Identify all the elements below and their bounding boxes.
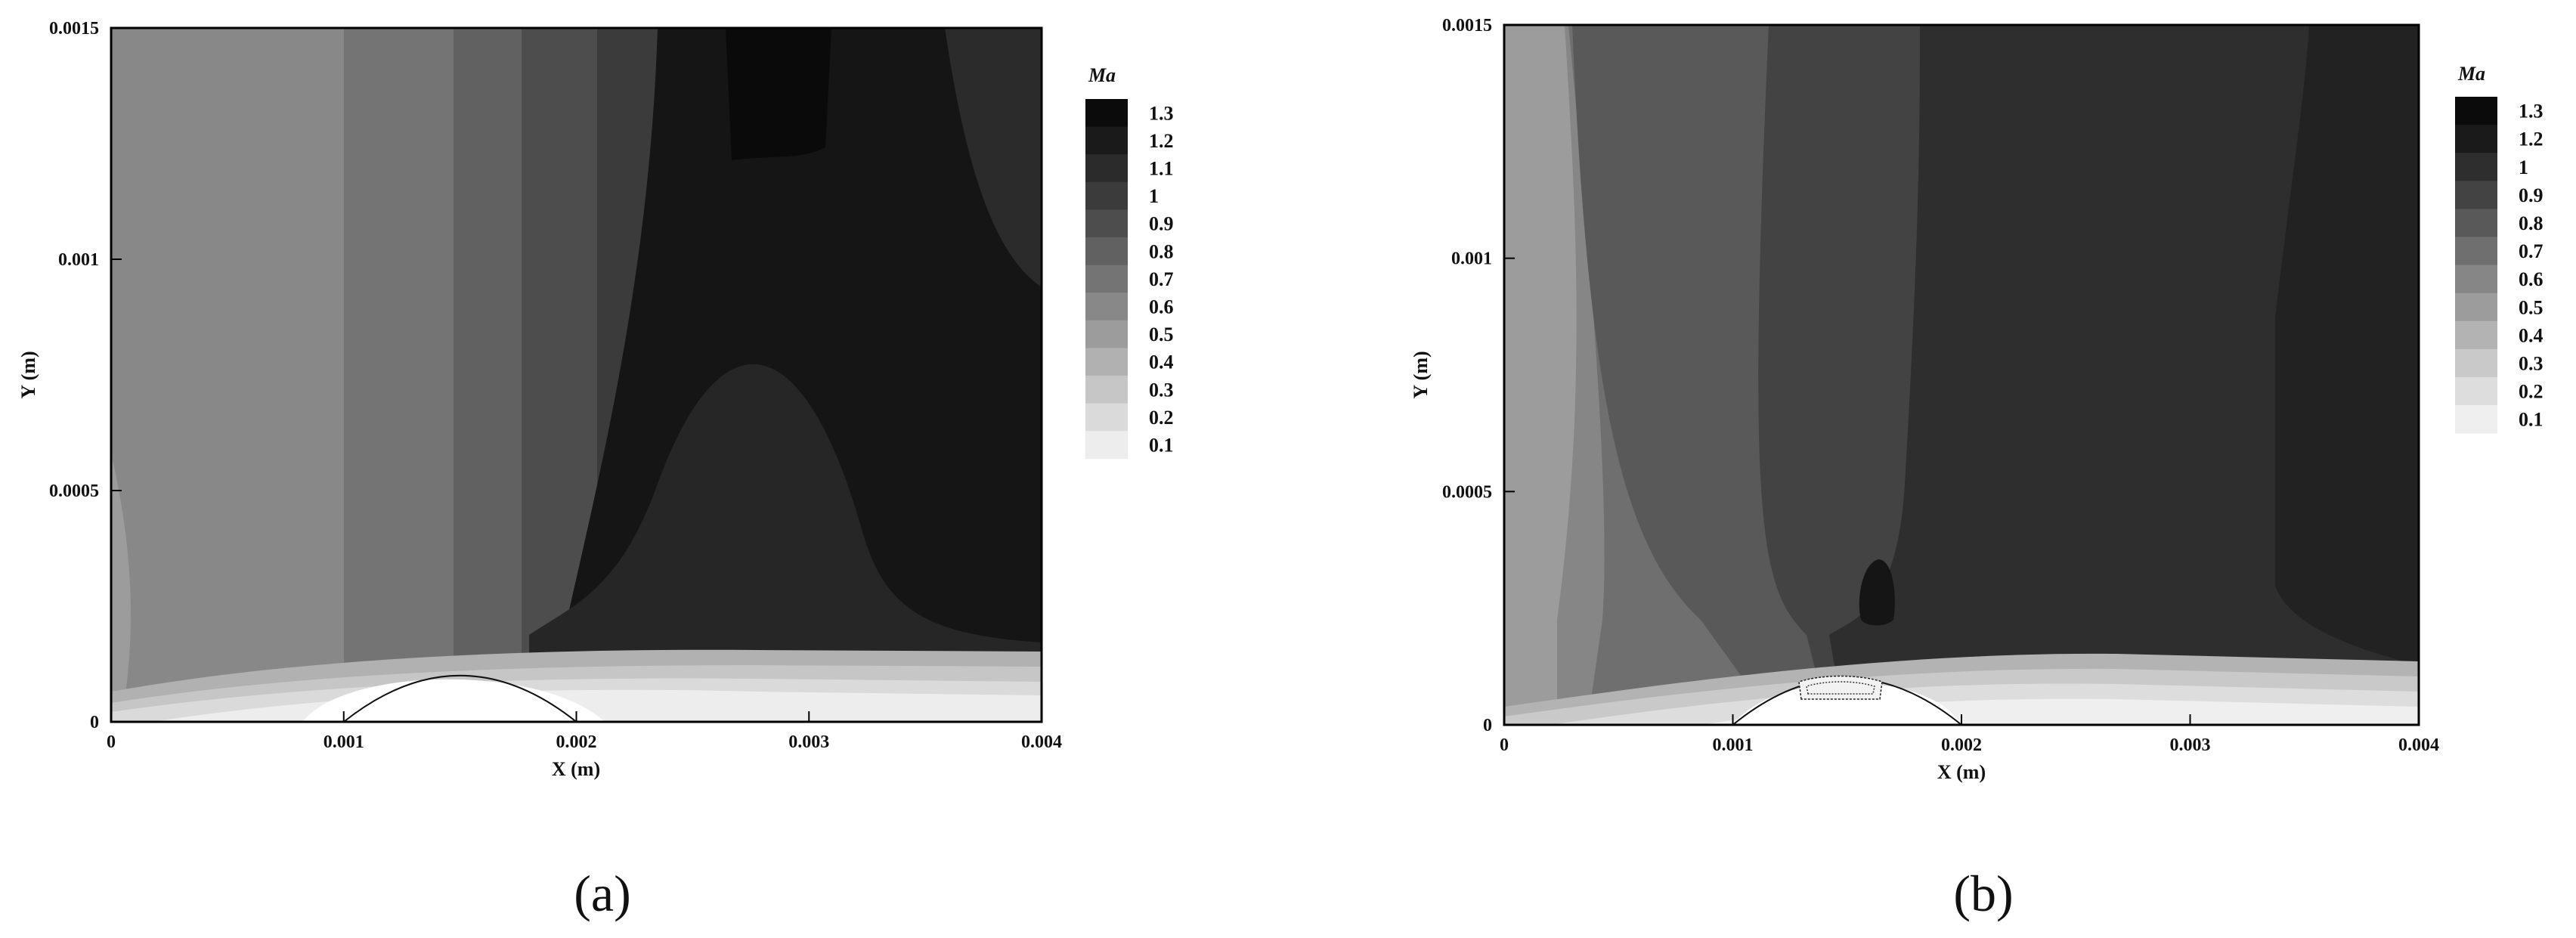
legend-swatch <box>2455 125 2497 153</box>
legend-label: 0.9 <box>2519 184 2543 206</box>
contour-band-a-bump <box>302 679 605 722</box>
legend-label: 0.9 <box>1149 213 1174 235</box>
caption-a: (a) <box>574 865 630 922</box>
y-tick-label: 0.0015 <box>1442 16 1492 36</box>
x-tick-label: 0 <box>1500 735 1509 755</box>
y-tick-label: 0.001 <box>58 250 99 270</box>
legend-label: 0.2 <box>1149 407 1174 429</box>
legend-swatch <box>1085 376 1128 404</box>
x-tick-label: 0.004 <box>1021 732 1062 752</box>
legend-swatch <box>1085 403 1128 432</box>
legend-label: 0.8 <box>1149 240 1174 262</box>
x-tick-label: 0.003 <box>788 732 829 752</box>
embedded-structure-outline <box>1798 675 1883 700</box>
legend-label: 1 <box>2519 156 2528 178</box>
legend-swatch <box>2455 97 2497 125</box>
caption-b: (b) <box>1953 865 2013 922</box>
x-axis-label-b: X (m) <box>1937 761 1986 783</box>
contour-band-b-bump <box>1732 683 1961 725</box>
legend-label: 0.6 <box>1149 296 1174 318</box>
contour-region-b-12-right <box>2275 25 2419 665</box>
x-tick-label: 0.002 <box>556 732 597 752</box>
legend-a: Ma 1.3 1.2 1.1 1 0.9 0.8 0.7 0.6 0.5 0.4 0.3 0.2 0.1 <box>1085 64 1174 460</box>
contour-band-b-10 <box>1829 25 2419 725</box>
contour-region-a-05-left <box>111 454 131 722</box>
contour-field-b <box>1504 25 2419 725</box>
legend-title: Ma <box>2457 63 2485 85</box>
legend-swatch <box>2455 153 2497 181</box>
x-axis-label-a: X (m) <box>552 758 600 780</box>
contour-field-a <box>111 28 1042 722</box>
legend-swatch <box>1085 126 1128 155</box>
contour-region-a-11-mound <box>529 364 1042 722</box>
x-tick-label: 0 <box>107 732 116 752</box>
legend-swatch <box>2455 181 2497 209</box>
chart-panel-b: 0 0.001 0.002 0.003 0.00400.00050.0010.0015 … <box>1410 16 2543 922</box>
contour-region-a-13 <box>726 28 831 160</box>
legend-b: Ma 1.3 1.2 1 0.9 0.8 0.7 0.6 0.5 0.4 0.3 0.2 0.1 <box>2455 63 2543 434</box>
bump-outline-a <box>343 674 577 723</box>
legend-swatch <box>1085 237 1128 266</box>
legend-swatch <box>1085 209 1128 238</box>
axes-b: 0 0.001 0.002 0.003 0.004 0 0.0005 0.001 0.0015 <box>1442 16 2439 755</box>
x-tick-label: 0.004 <box>2398 735 2439 755</box>
legend-label: 0.7 <box>1149 268 1174 290</box>
legend-label: 0.7 <box>2519 240 2543 262</box>
y-axis-label-a: Y (m) <box>17 351 39 398</box>
legend-label: 0.1 <box>2519 409 2543 431</box>
contour-region-a-11-right <box>945 28 1042 287</box>
legend-swatch <box>1085 431 1128 460</box>
legend-swatch <box>1085 265 1128 293</box>
legend-label: 1.3 <box>1149 102 1174 124</box>
legend-label: 0.4 <box>1149 351 1174 373</box>
legend-label: 0.1 <box>1149 435 1174 457</box>
legend-label: 0.3 <box>1149 379 1174 401</box>
legend-label: 1.1 <box>1149 158 1174 180</box>
legend-swatch <box>1085 348 1128 376</box>
x-tick-label: 0.003 <box>2170 735 2211 755</box>
y-tick-label: 0 <box>90 713 99 732</box>
legend-label: 0.2 <box>2519 381 2543 403</box>
legend-swatch <box>1085 99 1128 128</box>
embedded-structure-inner <box>1806 681 1875 695</box>
y-axis-label-b: Y (m) <box>1410 351 1432 398</box>
legend-swatch <box>1085 181 1128 210</box>
embedded-structure-b <box>1798 675 1883 700</box>
legend-title: Ma <box>1088 64 1116 86</box>
y-tick-label: 0.0005 <box>49 481 99 501</box>
y-tick-label: 0 <box>1483 716 1492 735</box>
chart-panel-a: 0 0.001 0.002 0.003 0.00400.00050.0010.0015 … <box>17 19 1174 922</box>
x-tick-label: 0.001 <box>324 732 364 752</box>
legend-swatch <box>2455 209 2497 237</box>
legend-swatch <box>2455 377 2497 406</box>
legend-label: 0.5 <box>2519 296 2543 318</box>
y-tick-label: 0.001 <box>1451 249 1492 269</box>
legend-label: 0.4 <box>2519 324 2543 346</box>
legend-swatch <box>2455 405 2497 434</box>
legend-swatch <box>2455 320 2497 350</box>
x-tick-label: 0.002 <box>1941 735 1982 755</box>
legend-swatch <box>2455 237 2497 266</box>
legend-label: 1.2 <box>1149 130 1174 152</box>
legend-swatch <box>1085 293 1128 321</box>
legend-label: 1.2 <box>2519 128 2543 150</box>
legend-label: 0.5 <box>1149 324 1174 345</box>
legend-swatch <box>2455 348 2497 378</box>
legend-swatch <box>2455 265 2497 294</box>
contour-region-b-13-blob <box>1859 559 1895 626</box>
legend-label: 0.3 <box>2519 352 2543 374</box>
legend-swatch <box>2455 293 2497 322</box>
y-tick-label: 0.0005 <box>1442 482 1492 502</box>
axes-a: 0 0.001 0.002 0.003 0.004 0 0.0005 0.001 0.0015 <box>49 19 1062 752</box>
x-tick-label: 0.001 <box>1713 735 1754 755</box>
legend-label: 0.6 <box>2519 268 2543 290</box>
legend-swatch <box>1085 320 1128 348</box>
legend-label: 1 <box>1149 185 1159 207</box>
legend-label: 0.8 <box>2519 212 2543 234</box>
legend-label: 1.3 <box>2519 101 2543 122</box>
legend-swatch <box>1085 154 1128 183</box>
y-tick-label: 0.0015 <box>49 19 99 39</box>
